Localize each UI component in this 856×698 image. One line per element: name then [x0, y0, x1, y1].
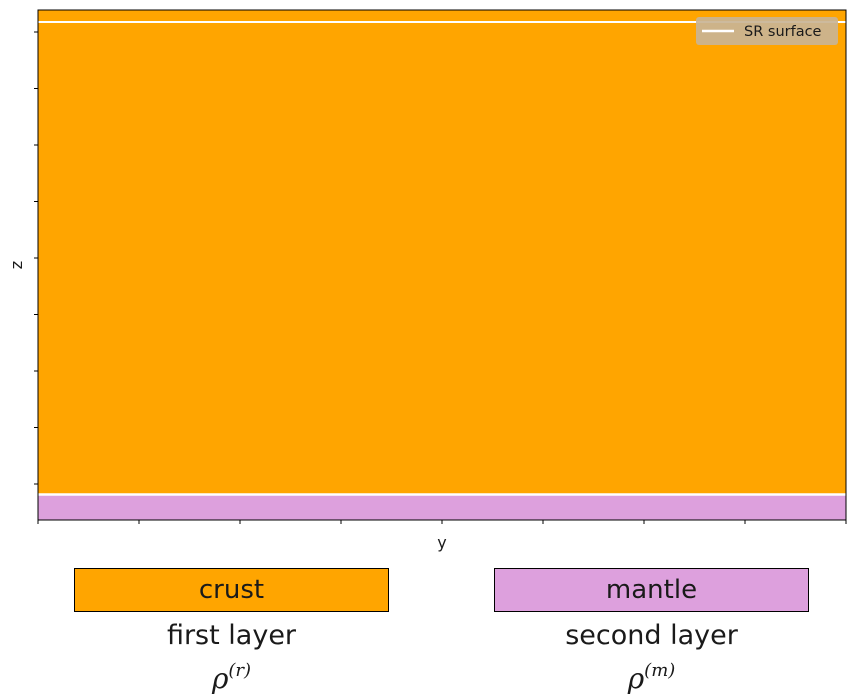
mantle-box-label: mantle [605, 575, 698, 605]
crust-box: crust [74, 568, 389, 612]
legend-label: SR surface [744, 24, 822, 40]
mantle-region [38, 494, 846, 520]
mantle-density-superscript: (m) [644, 660, 676, 681]
x-axis-label: y [437, 533, 446, 552]
first-layer-title: first layer [166, 620, 297, 651]
crust-density-rho: ρ [211, 662, 229, 695]
crust-density-symbol: ρ(r) [74, 656, 389, 694]
y-axis-label: z [7, 261, 26, 269]
crust-region [38, 10, 846, 495]
second-layer-title: second layer [565, 620, 738, 651]
crust-density-superscript: (r) [228, 660, 252, 681]
mantle-box: mantle [494, 568, 809, 612]
cross-section-plot: y z SR surface [7, 9, 847, 552]
mantle-density-rho: ρ [627, 662, 645, 695]
legend-box [696, 17, 838, 45]
mantle-density-symbol: ρ(m) [494, 656, 809, 694]
crust-box-label: crust [198, 575, 265, 605]
